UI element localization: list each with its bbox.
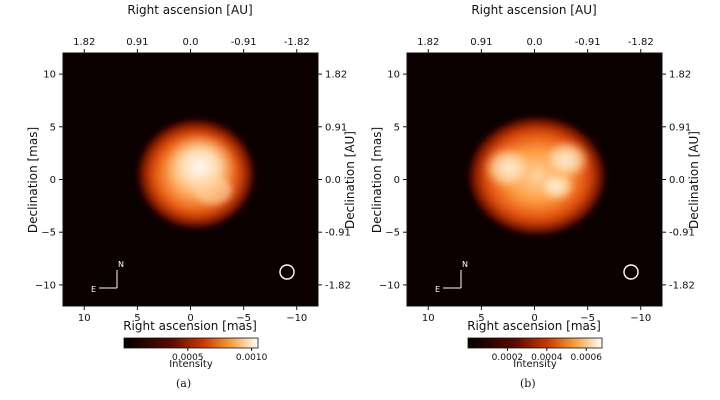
top-tick-label: 0.0 xyxy=(183,37,199,48)
colorbar-label: Intensity xyxy=(513,359,557,370)
top-axis-label: Right ascension [AU] xyxy=(127,3,252,17)
colorbar xyxy=(123,337,259,349)
colorbar-tick-label: 0.0005 xyxy=(172,353,204,363)
colorbar-tick-label: 0.0004 xyxy=(531,353,563,363)
left-tick-label: 5 xyxy=(394,122,400,133)
axis-ticks: 10 1.82 10 1.82 5 0.91 5 0.91 0 0.0 0 0.0 −5 -0.91 −5 -… xyxy=(35,37,351,324)
bottom-axis-label: Right ascension [mas] xyxy=(467,319,601,333)
top-tick-label: 0.91 xyxy=(126,37,148,48)
bottom-tick-label: −10 xyxy=(630,313,651,324)
top-tick-label: -1.82 xyxy=(284,37,310,48)
compass-north-label: N xyxy=(462,260,468,269)
left-tick-label: −10 xyxy=(379,280,400,291)
right-tick-label: 0.91 xyxy=(325,122,347,133)
colorbar-ticks: 0.0005 0.0010 xyxy=(172,348,268,363)
left-axis-label: Declination [mas] xyxy=(370,127,384,233)
left-tick-label: 10 xyxy=(387,70,400,81)
compass-east-label: E xyxy=(91,285,96,294)
bottom-tick-label: 0 xyxy=(531,313,537,324)
colorbar-label: Intensity xyxy=(169,359,213,370)
right-axis-label: Declination [AU] xyxy=(343,131,357,229)
top-axis-label: Right ascension [AU] xyxy=(471,3,596,17)
right-tick-label: 0.91 xyxy=(669,122,691,133)
right-tick-label: -1.82 xyxy=(325,280,351,291)
bottom-tick-label: 10 xyxy=(422,313,435,324)
colorbar-ticks: 0.0002 0.0004 0.0006 xyxy=(492,348,602,363)
colorbar xyxy=(467,337,603,349)
right-tick-label: -0.91 xyxy=(669,228,695,239)
axis-ticks: 10 1.82 10 1.82 5 0.91 5 0.91 0 0.0 0 0.0 −5 -0.91 −5 -… xyxy=(379,37,695,324)
panel-a-figure: N E 10 1.82 10 1.82 5 0.91 5 0.91 0 0.0 0 0.0 −5 -0.9… xyxy=(26,3,357,370)
colorbar-tick-label: 0.0010 xyxy=(236,353,268,363)
colorbar-tick-label: 0.0002 xyxy=(492,353,524,363)
right-tick-label: 0.0 xyxy=(325,175,341,186)
panel-a: N E 10 1.82 10 1.82 5 0.91 5 0.91 0 0.0 0 0.0 −5 -0.9… xyxy=(26,3,357,390)
compass-north-label: N xyxy=(118,260,124,269)
top-tick-label: 1.82 xyxy=(417,37,439,48)
bottom-axis-label: Right ascension [mas] xyxy=(123,319,257,333)
left-tick-label: −10 xyxy=(35,280,56,291)
star-disk xyxy=(465,114,609,238)
right-tick-label: -1.82 xyxy=(669,280,695,291)
top-tick-label: -1.82 xyxy=(628,37,654,48)
right-tick-label: 0.0 xyxy=(669,175,685,186)
colorbar-tick-label: 0.0006 xyxy=(570,353,602,363)
bottom-tick-label: 10 xyxy=(78,313,91,324)
top-tick-label: 0.91 xyxy=(470,37,492,48)
panel-b-figure: N E 10 1.82 10 1.82 5 0.91 5 0.91 0 0.0 0 0.0 −5 -0.9… xyxy=(370,3,701,370)
left-tick-label: 0 xyxy=(394,175,400,186)
left-axis-label: Declination [mas] xyxy=(26,127,40,233)
star-disk xyxy=(134,116,258,232)
bottom-tick-label: −5 xyxy=(580,313,595,324)
bottom-tick-label: 5 xyxy=(134,313,140,324)
bottom-tick-label: −5 xyxy=(236,313,251,324)
left-tick-label: 5 xyxy=(50,122,56,133)
compass-east-label: E xyxy=(435,285,440,294)
bottom-tick-label: 0 xyxy=(187,313,193,324)
bottom-tick-label: 5 xyxy=(478,313,484,324)
caption-b: (b) xyxy=(520,377,536,390)
left-tick-label: 0 xyxy=(50,175,56,186)
compass-rose: N E xyxy=(435,260,468,294)
panel-b: N E 10 1.82 10 1.82 5 0.91 5 0.91 0 0.0 0 0.0 −5 -0.9… xyxy=(344,0,704,400)
top-tick-label: -0.91 xyxy=(575,37,601,48)
compass-rose: N E xyxy=(91,260,124,294)
top-tick-label: 1.82 xyxy=(73,37,95,48)
top-tick-label: -0.91 xyxy=(231,37,257,48)
right-tick-label: 1.82 xyxy=(669,70,691,81)
beam-circle xyxy=(623,264,639,280)
beam-circle xyxy=(279,264,295,280)
top-tick-label: 0.0 xyxy=(527,37,543,48)
right-axis-label: Declination [AU] xyxy=(687,131,701,229)
right-tick-label: 1.82 xyxy=(325,70,347,81)
caption-a: (a) xyxy=(176,377,192,390)
left-tick-label: 10 xyxy=(43,70,56,81)
bottom-tick-label: −10 xyxy=(286,313,307,324)
left-tick-label: −5 xyxy=(41,228,56,239)
right-tick-label: -0.91 xyxy=(325,228,351,239)
left-tick-label: −5 xyxy=(385,228,400,239)
